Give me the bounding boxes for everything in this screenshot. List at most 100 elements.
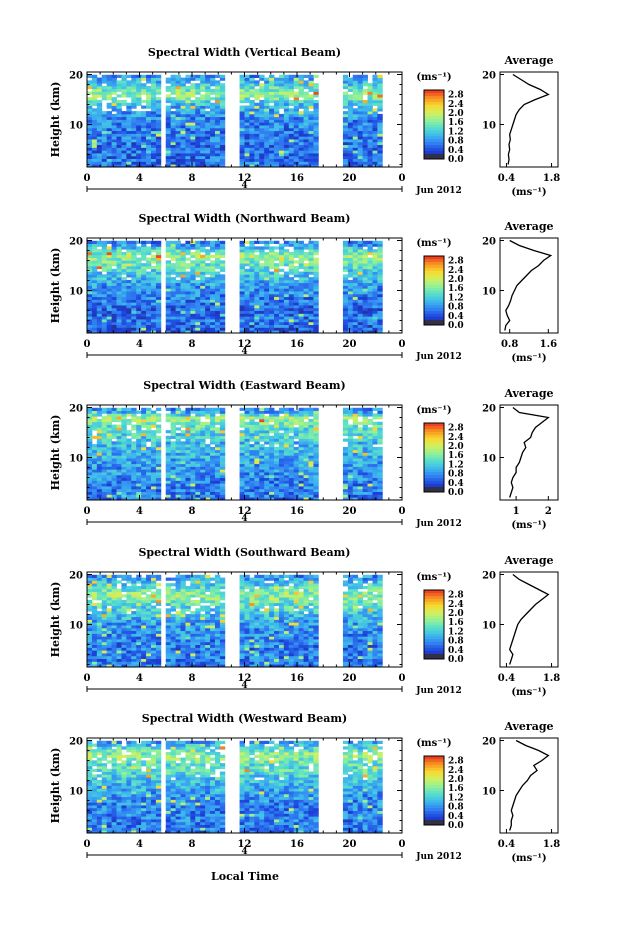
heatmap-cell (175, 136, 181, 140)
heatmap-cell (288, 99, 295, 104)
heatmap-cell (347, 474, 354, 479)
heatmap-cell (347, 130, 354, 134)
heatmap-cell (121, 449, 127, 453)
heatmap-cell (111, 469, 117, 473)
heatmap-cell (313, 161, 319, 165)
heatmap-cell (150, 74, 157, 78)
heatmap-cell (170, 155, 176, 160)
heatmap-cell (106, 458, 113, 462)
heatmap-cell (308, 469, 314, 473)
heatmap-cell (170, 285, 176, 289)
heatmap-cell (175, 246, 181, 250)
heatmap-cell (185, 444, 191, 448)
heatmap-cell (254, 486, 260, 490)
heatmap-cell (219, 260, 226, 264)
heatmap-cell (155, 477, 162, 481)
heatmap-cell (219, 432, 226, 437)
heatmap-cell (180, 80, 186, 84)
heatmap-cell (244, 449, 250, 453)
heatmap-cell (200, 277, 206, 281)
heatmap-cell (195, 460, 201, 465)
heatmap-cell (298, 324, 304, 328)
heatmap-cell (190, 307, 196, 312)
heatmap-cell (347, 105, 354, 109)
heatmap-cell (244, 430, 250, 434)
heatmap-cell (101, 452, 108, 456)
heatmap-cell (150, 488, 157, 493)
heatmap-cell (170, 466, 176, 470)
heatmap-cell (106, 122, 113, 126)
heatmap-cell (239, 158, 245, 162)
heatmap-cell (141, 279, 147, 284)
heatmap-cell (269, 74, 275, 78)
heatmap-cell (239, 80, 245, 84)
heatmap-cell (175, 488, 181, 493)
heatmap-cell (239, 94, 245, 98)
heatmap-cell (136, 302, 142, 306)
heatmap-cell (219, 277, 226, 281)
heatmap-cell (244, 274, 250, 278)
heatmap-cell (185, 463, 191, 467)
heatmap-cell (347, 449, 354, 453)
heatmap-cell (357, 249, 364, 253)
heatmap-cell (313, 257, 319, 261)
heatmap-cell (185, 136, 191, 140)
heatmap-cell (116, 324, 122, 328)
heatmap-cell (357, 458, 364, 462)
heatmap-cell (101, 122, 108, 126)
heatmap-cell (190, 122, 196, 126)
heatmap-cell (91, 427, 98, 431)
heatmap-cell (190, 271, 196, 275)
heatmap-cell (136, 102, 142, 106)
heatmap-cell (101, 293, 108, 298)
heatmap-cell (155, 83, 162, 87)
heatmap-cell (259, 83, 265, 87)
heatmap-cell (244, 246, 250, 250)
x-tick-label: 16 (290, 173, 304, 184)
heatmap-cell (87, 83, 93, 87)
heatmap-cell (210, 88, 216, 92)
heatmap-cell (239, 150, 245, 154)
heatmap-cell (180, 285, 186, 289)
heatmap-cell (278, 130, 285, 134)
heatmap-cell (239, 108, 245, 112)
heatmap-cell (175, 94, 181, 98)
heatmap-cell (274, 469, 280, 473)
heatmap-cell (155, 246, 162, 250)
heatmap-cell (200, 449, 206, 453)
heatmap-cell (362, 319, 368, 323)
heatmap-cell (146, 293, 152, 298)
heatmap-cell (180, 494, 186, 498)
heatmap-cell (239, 277, 245, 281)
heatmap-cell (214, 316, 221, 320)
heatmap-cell (303, 91, 309, 95)
heatmap-cell (303, 483, 309, 487)
heatmap-cell (87, 279, 93, 284)
heatmap-cell (155, 293, 162, 298)
heatmap-cell (288, 130, 295, 134)
heatmap-cell (101, 472, 108, 476)
heatmap-cell (342, 102, 349, 106)
heatmap-cell (91, 491, 98, 495)
heatmap-cell (293, 127, 300, 132)
heatmap-cell (342, 424, 349, 428)
heatmap-cell (190, 268, 196, 272)
heatmap-cell (259, 421, 265, 425)
heatmap-cell (274, 282, 280, 286)
heatmap-cell (313, 105, 319, 109)
heatmap-cell (362, 161, 368, 165)
heatmap-cell (342, 494, 349, 498)
heatmap-cell (91, 291, 98, 295)
heatmap-cell (200, 141, 206, 146)
heatmap-cell (259, 296, 265, 300)
heatmap-cell (190, 430, 196, 434)
heatmap-cell (298, 435, 304, 439)
heatmap-cell (269, 288, 275, 292)
heatmap-cell (303, 327, 309, 331)
heatmap-cell (278, 483, 285, 487)
heatmap-cell (244, 330, 250, 334)
heatmap-cell (214, 249, 221, 253)
heatmap-cell (111, 427, 117, 431)
heatmap-cell (155, 285, 162, 289)
heatmap-cell (111, 321, 117, 326)
